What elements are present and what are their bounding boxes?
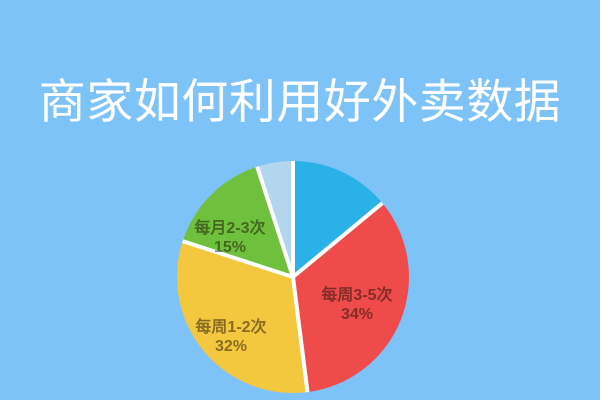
pie-segment-divider	[255, 166, 295, 278]
pie-segment-divider	[291, 201, 384, 279]
chart-title: 商家如何利用好外卖数据	[38, 75, 562, 128]
pie-segment	[293, 161, 383, 277]
pie-segment	[176, 241, 308, 394]
pie-segment-divider	[182, 239, 294, 279]
pie-segment-label: 每周3-5次 34%	[321, 285, 392, 323]
pie-segment	[293, 203, 410, 393]
pie-segment-divider	[291, 276, 310, 393]
pie-segment-label: 每月2-3次 15%	[194, 218, 265, 256]
pie-segment-label: 每周1-2次 32%	[195, 317, 266, 355]
